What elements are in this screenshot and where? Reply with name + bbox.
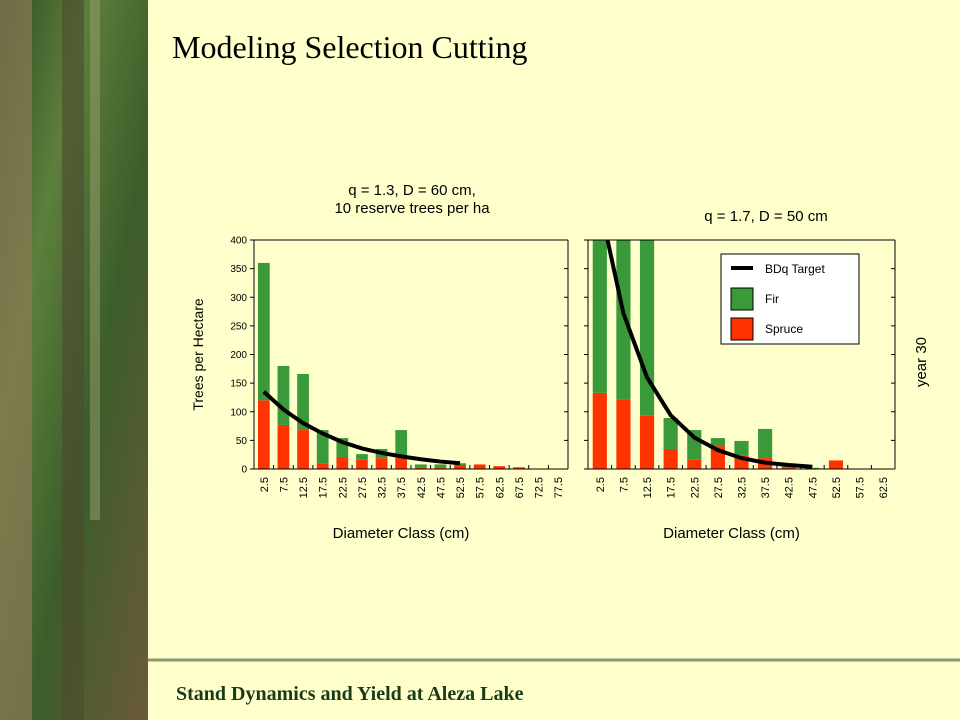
x-tick-label: 72.5 — [534, 477, 546, 498]
x-tick-label: 47.5 — [807, 477, 819, 498]
x-tick-label: 32.5 — [737, 477, 749, 498]
bar-fir — [277, 365, 290, 425]
bar-spruce — [513, 467, 525, 469]
bar-spruce — [616, 399, 631, 469]
bar-fir — [758, 428, 773, 459]
tree-trunk — [90, 0, 100, 520]
bar-spruce — [336, 456, 349, 469]
y-tick-label: 250 — [230, 321, 247, 332]
x-tick-label: 17.5 — [666, 477, 678, 498]
legend-label: Spruce — [765, 322, 803, 336]
x-tick-label: 2.5 — [595, 477, 607, 492]
y-tick-label: 400 — [230, 236, 247, 247]
x-tick-label: 37.5 — [760, 477, 772, 498]
bdq-target-line — [262, 390, 461, 466]
slide-title: Modeling Selection Cutting — [172, 29, 528, 65]
bar-spruce — [434, 467, 447, 469]
x-tick-label: 52.5 — [455, 477, 467, 498]
x-tick-label: 32.5 — [377, 477, 389, 498]
x-tick-label: 62.5 — [878, 477, 890, 498]
chart-title: q = 1.3, D = 60 cm, — [348, 182, 476, 199]
plot — [592, 240, 844, 469]
bar-spruce — [257, 400, 270, 469]
bar-spruce — [297, 430, 309, 469]
legend-swatch — [730, 287, 754, 311]
bar-spruce — [781, 467, 796, 469]
x-tick-label: 52.5 — [831, 477, 843, 498]
x-tick-label: 77.5 — [553, 477, 565, 498]
bar-spruce — [414, 467, 427, 469]
plot — [257, 262, 525, 469]
x-tick-label: 7.5 — [618, 477, 630, 492]
y-tick-label: 50 — [236, 436, 248, 447]
x-tick-label: 67.5 — [514, 477, 526, 498]
bar-spruce — [687, 459, 702, 469]
chart-title: 10 reserve trees per ha — [334, 200, 490, 217]
bar-spruce — [663, 448, 678, 469]
x-axis-label: Diameter Class (cm) — [663, 525, 800, 542]
bar-fir — [336, 438, 349, 457]
y-tick-label: 0 — [241, 465, 247, 476]
bar-fir — [592, 240, 607, 393]
legend-label: Fir — [765, 292, 779, 306]
x-tick-label: 27.5 — [713, 477, 725, 498]
bar-spruce — [375, 458, 388, 469]
x-tick-label: 12.5 — [298, 477, 310, 498]
x-tick-label: 37.5 — [396, 477, 408, 498]
x-tick-label: 22.5 — [689, 477, 701, 498]
bar-fir — [710, 438, 725, 447]
bar-fir — [616, 240, 631, 400]
bar-spruce — [828, 460, 844, 469]
bar-fir — [414, 464, 427, 468]
side-label: year 30 — [913, 337, 930, 387]
bar-fir — [316, 430, 329, 464]
chart-title: q = 1.7, D = 50 cm — [704, 208, 827, 225]
bar-fir — [257, 262, 270, 401]
bar-fir — [734, 440, 749, 456]
bar-spruce — [473, 464, 486, 469]
footer: Stand Dynamics and Yield at Aleza Lake — [176, 683, 524, 705]
y-tick-label: 100 — [230, 407, 247, 418]
bar-spruce — [639, 415, 655, 469]
x-tick-label: 62.5 — [494, 477, 506, 498]
bar-fir — [297, 373, 309, 431]
x-tick-label: 12.5 — [642, 477, 654, 498]
legend-swatch — [730, 317, 754, 341]
bar-spruce — [592, 392, 607, 469]
tree-trunk — [0, 0, 32, 720]
y-tick-label: 300 — [230, 293, 247, 304]
bar-spruce — [493, 466, 506, 469]
bdq-target-line — [605, 240, 813, 469]
bar-fir — [434, 464, 447, 468]
x-tick-label: 27.5 — [357, 477, 369, 498]
y-tick-label: 150 — [230, 379, 247, 390]
x-tick-label: 2.5 — [259, 477, 271, 492]
x-tick-label: 7.5 — [278, 477, 290, 492]
bar-spruce — [356, 459, 368, 469]
bar-spruce — [395, 455, 408, 469]
x-tick-label: 47.5 — [435, 477, 447, 498]
x-tick-label: 57.5 — [475, 477, 487, 498]
bar-fir — [663, 418, 678, 449]
y-axis-label: Trees per Hectare — [190, 298, 206, 411]
bar-fir — [395, 430, 408, 456]
x-tick-label: 57.5 — [855, 477, 867, 498]
bar-spruce — [316, 463, 329, 469]
y-tick-label: 350 — [230, 264, 247, 275]
y-tick-label: 200 — [230, 350, 247, 361]
x-axis-label: Diameter Class (cm) — [333, 525, 470, 542]
tree-trunk — [62, 0, 84, 720]
x-tick-label: 17.5 — [318, 477, 330, 498]
bar-fir — [356, 454, 368, 460]
x-tick-label: 42.5 — [784, 477, 796, 498]
x-tick-label: 42.5 — [416, 477, 428, 498]
bar-fir — [805, 467, 820, 469]
bar-spruce — [454, 464, 466, 469]
x-tick-label: 22.5 — [337, 477, 349, 498]
bar-spruce — [277, 424, 290, 469]
legend-label: BDq Target — [765, 262, 825, 276]
bar-fir — [454, 463, 466, 465]
